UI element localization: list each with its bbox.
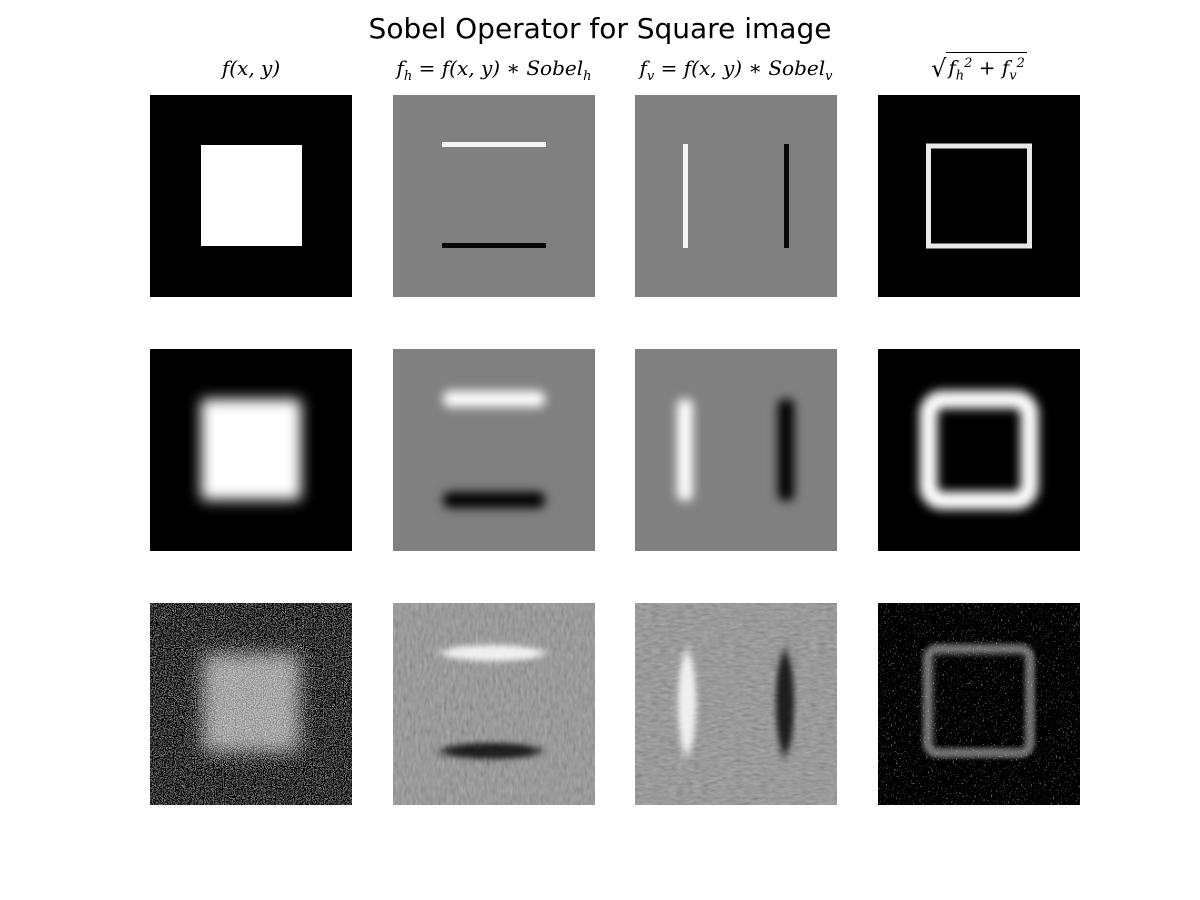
column-header-vertical: fv = f(x, y) ∗ Sobelv <box>639 56 833 84</box>
figure-title: Sobel Operator for Square image <box>368 12 832 45</box>
sharp-original-image <box>150 95 352 297</box>
sharp-horizontal-image <box>393 95 595 297</box>
panel-blurred-horizontal <box>393 349 595 551</box>
sharp-magnitude-image <box>878 95 1080 297</box>
noisy-horizontal-image <box>393 603 595 805</box>
noisy-vertical-image <box>635 603 837 805</box>
blurred-original-image <box>150 349 352 551</box>
blurred-magnitude-image <box>878 349 1080 551</box>
panel-noisy-original <box>150 603 352 805</box>
panel-blurred-vertical <box>635 349 837 551</box>
column-header-original: f(x, y) <box>221 56 281 80</box>
column-header-magnitude: √ fh2 + fv2 <box>859 52 1099 88</box>
panel-sharp-magnitude <box>878 95 1080 297</box>
panel-noisy-horizontal <box>393 603 595 805</box>
noisy-original-image <box>150 603 352 805</box>
blurred-vertical-image <box>635 349 837 551</box>
panel-noisy-magnitude <box>878 603 1080 805</box>
panel-blurred-magnitude <box>878 349 1080 551</box>
blurred-horizontal-image <box>393 349 595 551</box>
panel-sharp-original <box>150 95 352 297</box>
panel-sharp-vertical <box>635 95 837 297</box>
panel-noisy-vertical <box>635 603 837 805</box>
noisy-magnitude-image <box>878 603 1080 805</box>
panel-blurred-original <box>150 349 352 551</box>
column-header-horizontal: fh = f(x, y) ∗ Sobelh <box>396 56 592 84</box>
panel-sharp-horizontal <box>393 95 595 297</box>
sharp-vertical-image <box>635 95 837 297</box>
